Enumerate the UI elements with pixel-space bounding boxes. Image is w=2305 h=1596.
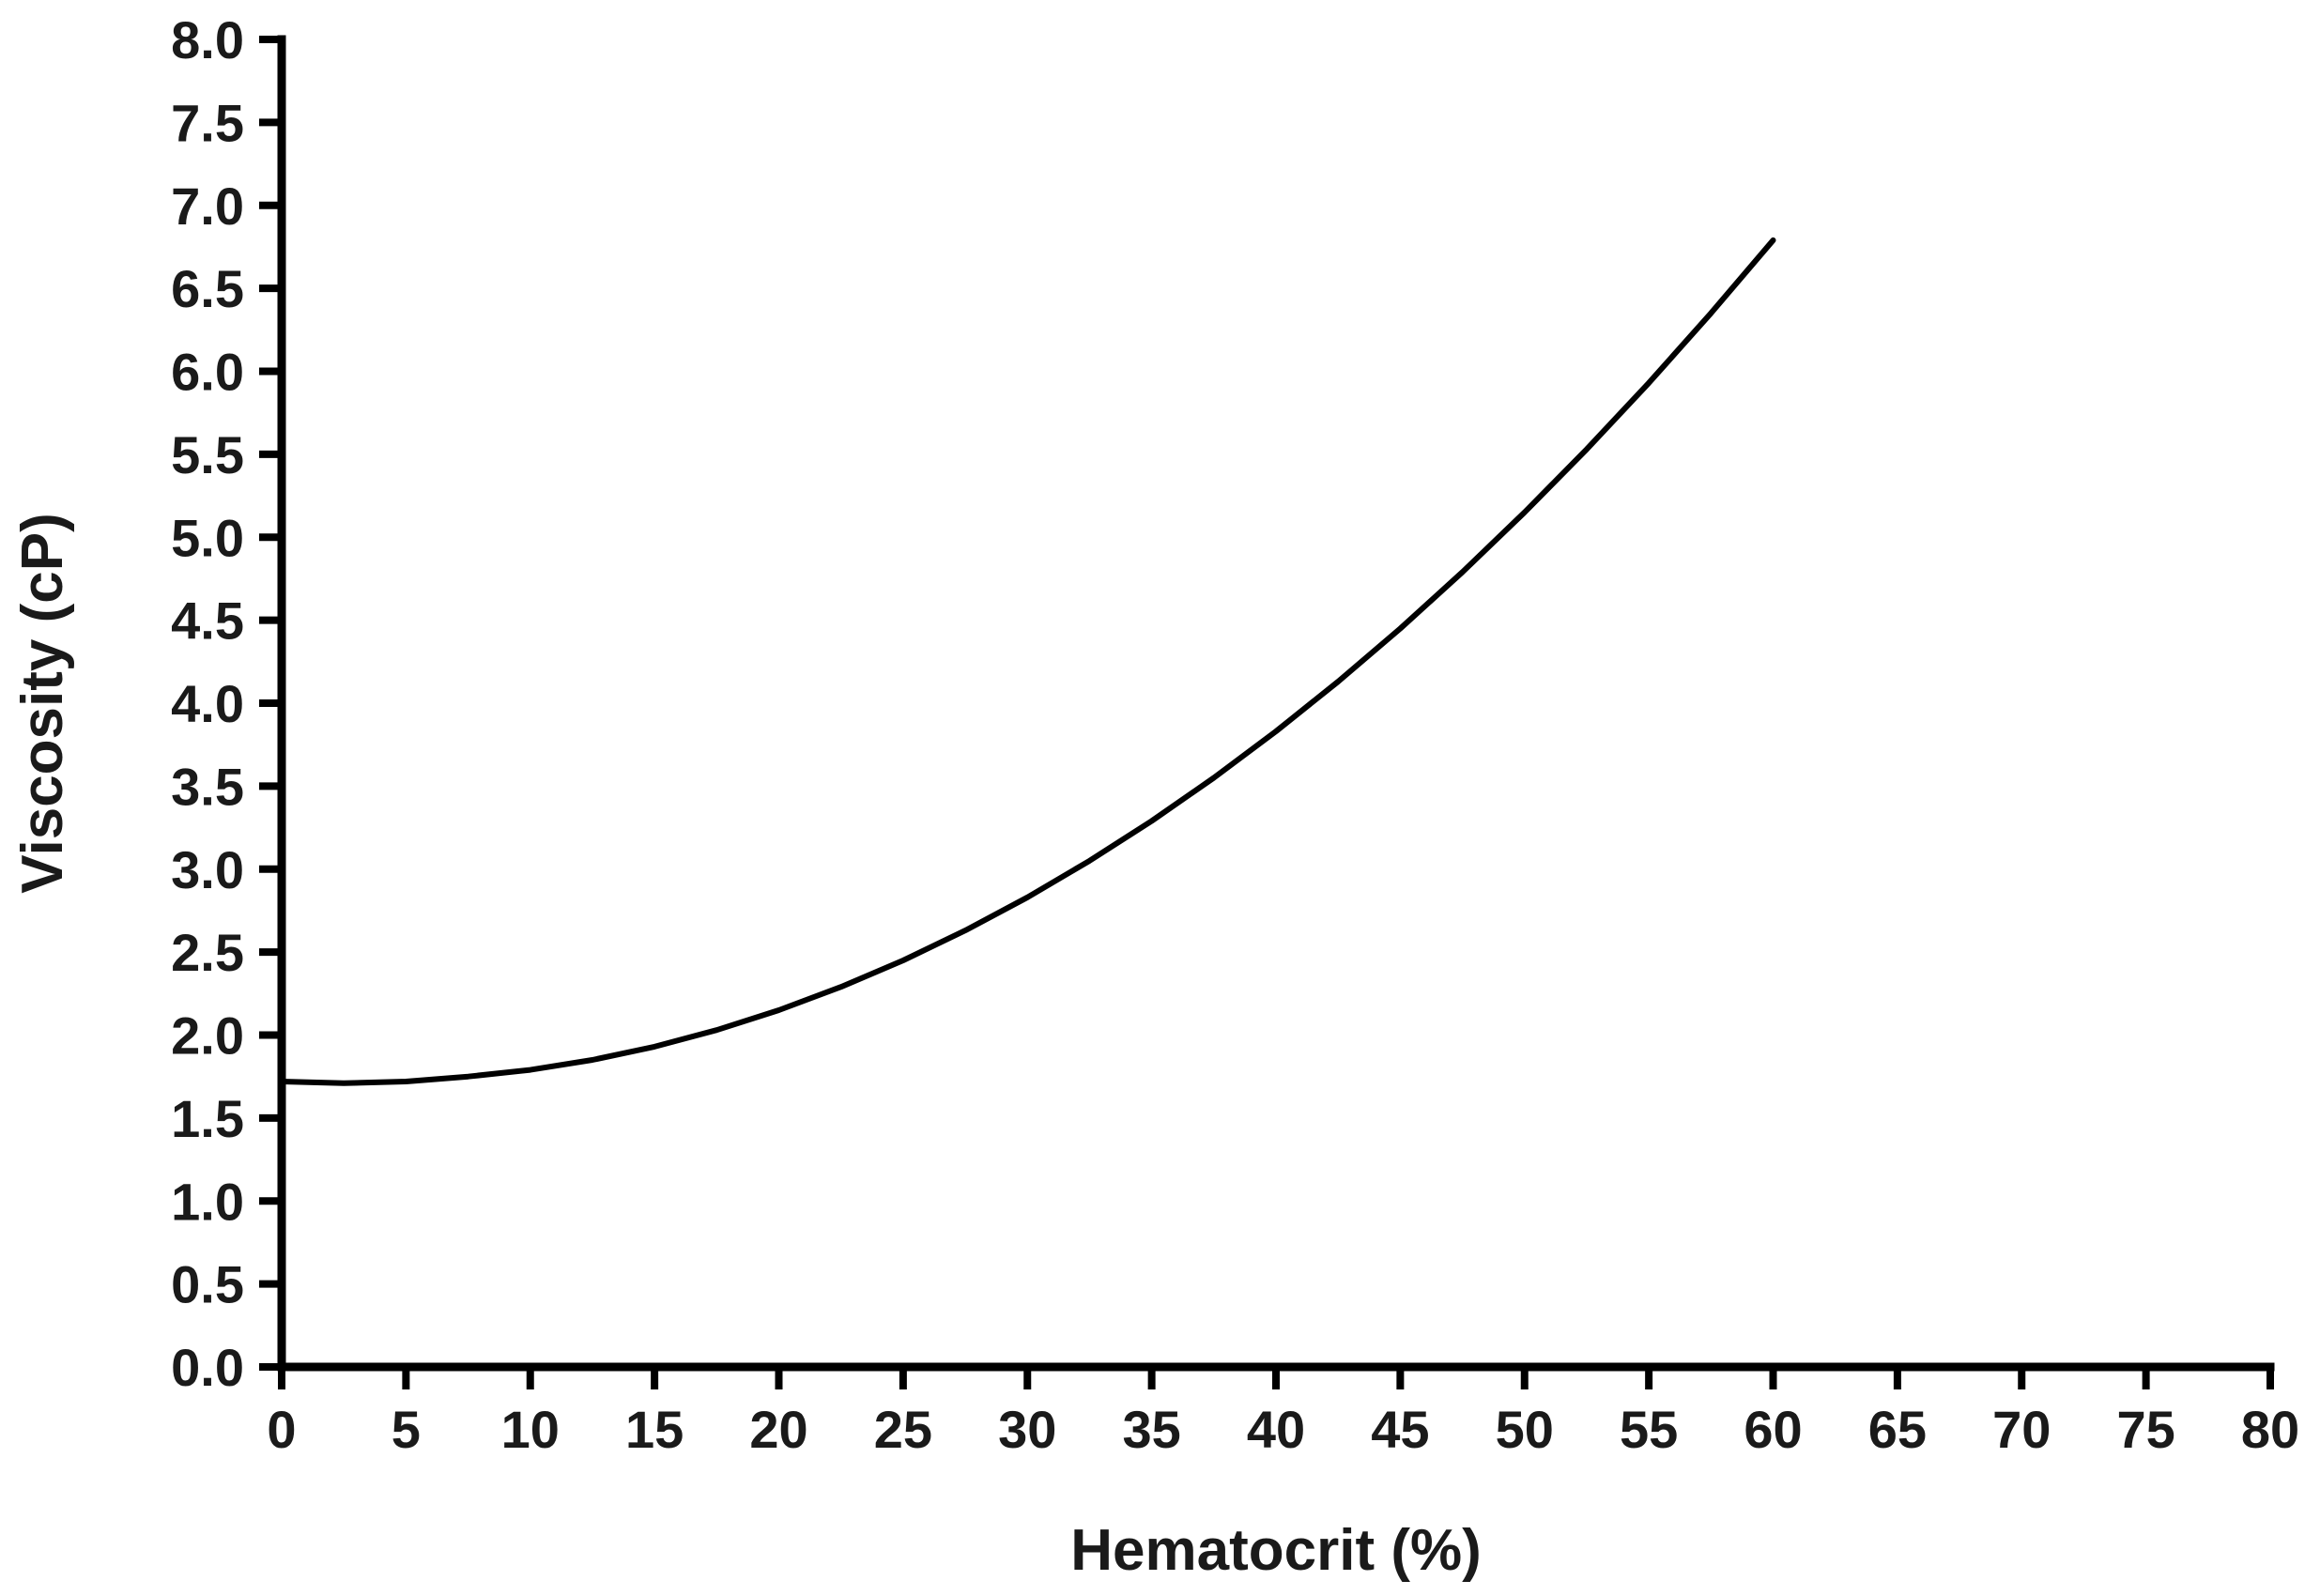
y-tick-label: 1.0 [171,1172,244,1231]
x-tick-label: 75 [2116,1400,2174,1459]
x-tick-label: 65 [1868,1400,1927,1459]
y-tick-label: 2.0 [171,1006,244,1066]
y-tick-label: 0.0 [171,1338,244,1397]
y-axis-ticks: 0.0 0.5 1.0 1.5 2.0 2.5 3.0 3.5 4.0 4.5 5.0 5.5 6.0 6… [171,10,282,1397]
y-tick-label: 8.0 [171,10,244,69]
y-tick-label: 5.5 [171,425,244,484]
y-tick-label: 5.0 [171,508,244,567]
y-tick-label: 1.5 [171,1089,244,1148]
x-tick-label: 55 [1620,1400,1678,1459]
x-tick-label: 0 [267,1400,296,1459]
x-tick-label: 45 [1371,1400,1429,1459]
y-tick-label: 6.0 [171,343,244,402]
x-tick-label: 25 [874,1400,932,1459]
x-tick-label: 40 [1247,1400,1305,1459]
x-tick-label: 60 [1744,1400,1802,1459]
y-tick-label: 3.5 [171,757,244,816]
y-tick-label: 7.0 [171,176,244,236]
y-tick-label: 0.5 [171,1255,244,1314]
y-tick-label: 3.0 [171,840,244,899]
y-tick-label: 4.5 [171,591,244,651]
x-axis-title: Hematocrit (%) [1070,1518,1482,1583]
x-tick-label: 5 [392,1400,421,1459]
y-axis-title: Viscosity (cP) [10,513,75,893]
x-tick-label: 20 [749,1400,807,1459]
x-axis-ticks: 0 5 10 15 20 25 30 35 40 45 50 55 60 65 70 75 80 [267,1367,2299,1459]
series-line [279,237,1776,1086]
x-tick-label: 10 [501,1400,560,1459]
y-tick-label: 6.5 [171,259,244,318]
x-tick-label: 80 [2241,1400,2299,1459]
y-tick-label: 7.5 [171,93,244,152]
y-tick-label: 4.0 [171,674,244,733]
x-tick-label: 50 [1496,1400,1554,1459]
y-tick-label: 2.5 [171,923,244,982]
x-tick-label: 70 [1992,1400,2051,1459]
x-tick-label: 30 [998,1400,1056,1459]
x-tick-label: 15 [625,1400,684,1459]
x-tick-label: 35 [1122,1400,1180,1459]
